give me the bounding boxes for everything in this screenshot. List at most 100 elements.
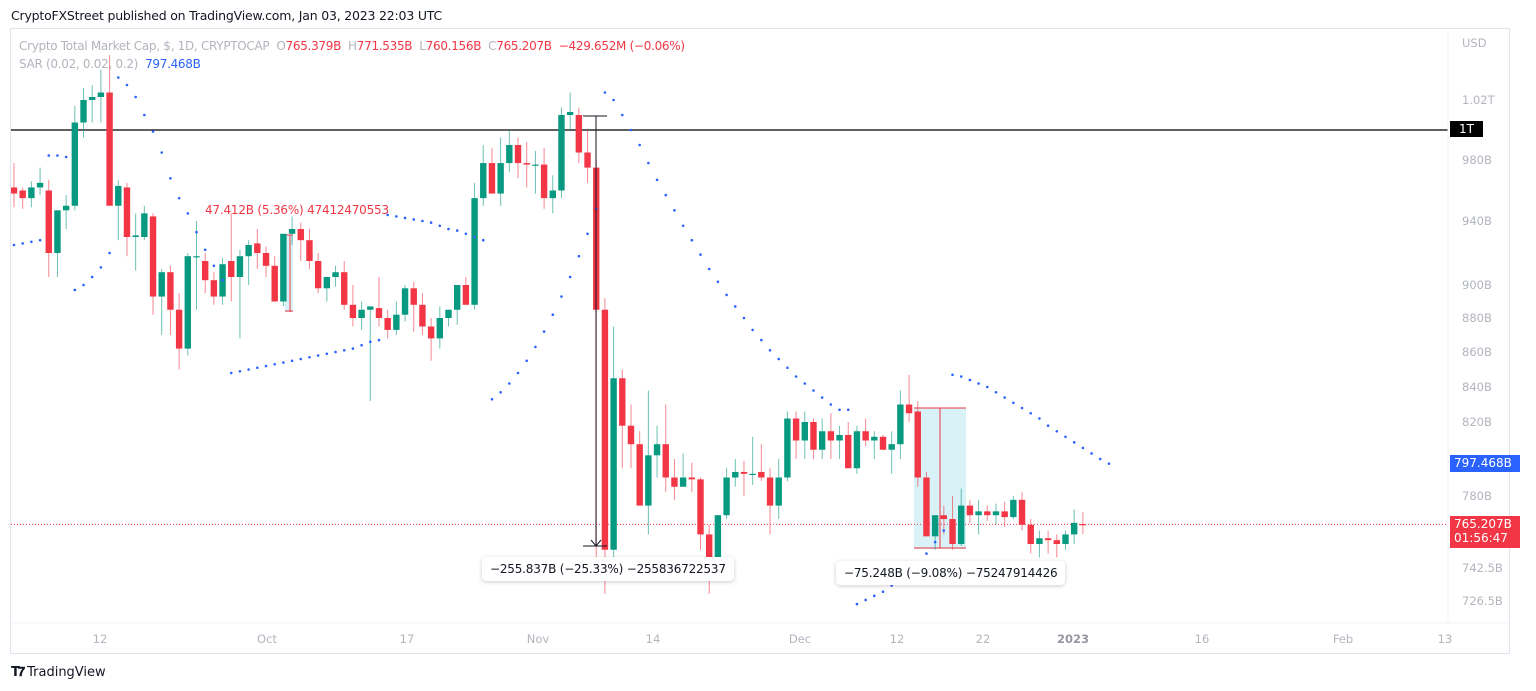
sar-dot bbox=[256, 366, 259, 370]
sar-dot bbox=[490, 397, 494, 401]
candle-body bbox=[749, 473, 756, 475]
sar-dot bbox=[846, 408, 850, 412]
sar-dot bbox=[195, 230, 198, 234]
candle-body bbox=[888, 444, 895, 450]
sar-dot bbox=[229, 371, 233, 375]
candle-body bbox=[367, 306, 374, 310]
sar-dot bbox=[12, 243, 16, 247]
sar-dot bbox=[403, 216, 407, 220]
sar-dot bbox=[942, 529, 946, 532]
sar-dot bbox=[725, 293, 728, 297]
candle-body bbox=[401, 288, 409, 315]
sar-dot bbox=[238, 369, 242, 373]
candle-body bbox=[497, 163, 504, 194]
candle-body bbox=[905, 404, 913, 414]
candle-body bbox=[792, 418, 800, 441]
candle-body bbox=[71, 122, 79, 206]
candle-body bbox=[575, 115, 583, 153]
sar-dot bbox=[925, 552, 928, 555]
measure-zone-rise bbox=[285, 235, 293, 312]
candle-body bbox=[36, 182, 44, 188]
sar-dot bbox=[786, 366, 789, 370]
plot-area[interactable] bbox=[11, 55, 1448, 606]
candle-body bbox=[514, 145, 522, 164]
sar-dot bbox=[760, 338, 763, 342]
sar-dot bbox=[177, 196, 181, 200]
candle-body bbox=[532, 164, 539, 166]
time-axis-tick: 17 bbox=[400, 632, 415, 646]
candle-body bbox=[175, 309, 183, 349]
candle-body bbox=[45, 190, 52, 253]
sar-dot bbox=[73, 288, 77, 292]
sar-dot bbox=[829, 403, 833, 406]
sar-dot bbox=[508, 382, 511, 385]
sar-dot bbox=[699, 253, 702, 256]
sar-dot bbox=[1003, 396, 1006, 399]
sar-dot bbox=[377, 338, 381, 342]
candle-body bbox=[314, 261, 322, 289]
sar-dot bbox=[951, 373, 954, 377]
sar-dot bbox=[273, 362, 277, 366]
candle-body bbox=[723, 477, 730, 516]
time-axis-tick: 22 bbox=[976, 632, 991, 646]
high-value: 771.535B bbox=[356, 39, 413, 53]
candle-body bbox=[984, 511, 991, 516]
candle-body bbox=[193, 256, 200, 258]
sar-dot bbox=[82, 283, 85, 287]
sar-dot bbox=[1038, 417, 1041, 420]
sar-dot bbox=[1081, 446, 1085, 450]
candle-body bbox=[106, 92, 113, 206]
time-axis-tick: 12 bbox=[93, 632, 108, 646]
sar-dot bbox=[290, 359, 294, 363]
sar-dot bbox=[64, 155, 68, 159]
candle-body bbox=[332, 272, 339, 277]
sar-dot bbox=[560, 295, 563, 298]
candle-body bbox=[89, 97, 96, 100]
candle-body bbox=[827, 431, 835, 441]
sar-dot bbox=[160, 151, 164, 154]
candle-body bbox=[992, 511, 1000, 516]
sar-dot bbox=[308, 355, 311, 359]
price-axis-tick: 840B bbox=[1462, 380, 1492, 394]
candle-body bbox=[132, 235, 139, 237]
indicator-name[interactable]: SAR (0.02, 0.02, 0.2) bbox=[19, 57, 139, 71]
sar-dot bbox=[968, 378, 972, 382]
candle-body bbox=[453, 285, 461, 310]
candle-body bbox=[636, 444, 643, 506]
sar-dot bbox=[647, 161, 650, 165]
candle-body bbox=[488, 163, 496, 194]
sar-dot bbox=[655, 178, 659, 182]
candle-body bbox=[1044, 538, 1052, 541]
sar-dot bbox=[351, 347, 355, 350]
sar-dot bbox=[221, 278, 224, 282]
candle-body bbox=[410, 288, 417, 305]
last-price-value: 765.207B bbox=[1454, 517, 1512, 531]
sar-dot bbox=[820, 396, 824, 399]
sar-dot bbox=[99, 266, 103, 269]
candle-body bbox=[706, 534, 713, 574]
indicator-legend-row: SAR (0.02, 0.02, 0.2) 797.468B bbox=[19, 55, 685, 73]
candle-body bbox=[1001, 511, 1008, 518]
candle-body bbox=[610, 378, 617, 550]
candle-body bbox=[862, 431, 869, 441]
sar-dot bbox=[56, 154, 59, 157]
symbol-name[interactable]: Crypto Total Market Cap, $, 1D, CRYPTOCA… bbox=[19, 39, 270, 53]
candle-body bbox=[97, 92, 105, 97]
candle-body bbox=[19, 190, 26, 199]
candle-body bbox=[627, 425, 635, 445]
time-axis-tick: Dec bbox=[789, 632, 811, 646]
horizontal-line-price-tag[interactable]: 1T bbox=[1450, 121, 1483, 137]
time-axis-tick: Feb bbox=[1333, 632, 1353, 646]
candle-body bbox=[549, 190, 556, 199]
candle-body bbox=[445, 309, 452, 318]
sar-dot bbox=[429, 221, 433, 224]
price-axis-tick: 820B bbox=[1462, 415, 1492, 429]
candle-body bbox=[810, 422, 817, 450]
candle-body bbox=[471, 198, 478, 305]
candle-body bbox=[62, 205, 70, 211]
sar-dot bbox=[838, 408, 841, 412]
sar-dot bbox=[933, 540, 937, 544]
indicator-value: 797.468B bbox=[145, 57, 201, 71]
candle-body bbox=[766, 477, 774, 506]
